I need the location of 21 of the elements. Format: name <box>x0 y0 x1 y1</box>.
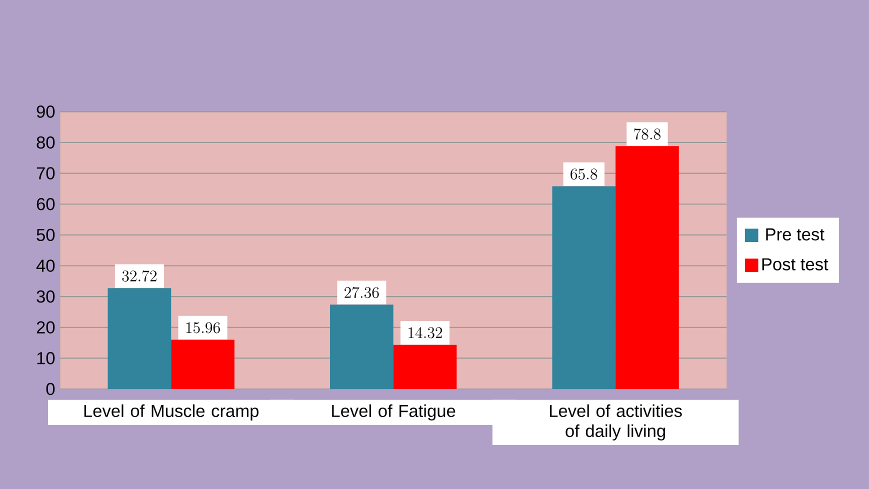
legend-label: Post test <box>762 258 828 270</box>
y-tick-label: 0 <box>46 382 55 396</box>
y-tick-label: 10 <box>37 352 55 364</box>
y-tick-label: 20 <box>36 321 55 334</box>
data-label: 32.72 <box>122 270 156 282</box>
y-tick-label: 30 <box>36 290 55 303</box>
y-tick-label: 50 <box>36 228 55 242</box>
data-label: 14.32 <box>408 327 442 338</box>
x-tick-label: Level of activities of daily living <box>550 404 682 441</box>
legend-label: Pre test <box>766 228 824 240</box>
y-tick-label: 60 <box>36 198 55 210</box>
x-tick-label: Level of Muscle cramp <box>84 404 258 421</box>
y-tick-label: 80 <box>36 136 55 149</box>
data-label: 65.8 <box>570 168 598 180</box>
y-tick-label: 70 <box>36 167 55 180</box>
data-label: 15.96 <box>186 322 220 334</box>
data-label: 27.36 <box>344 286 379 298</box>
y-tick-label: 90 <box>36 106 55 118</box>
x-tick-label: Level of Fatigue <box>332 404 456 421</box>
data-label: 78.8 <box>634 128 660 140</box>
y-tick-label: 40 <box>36 260 55 272</box>
